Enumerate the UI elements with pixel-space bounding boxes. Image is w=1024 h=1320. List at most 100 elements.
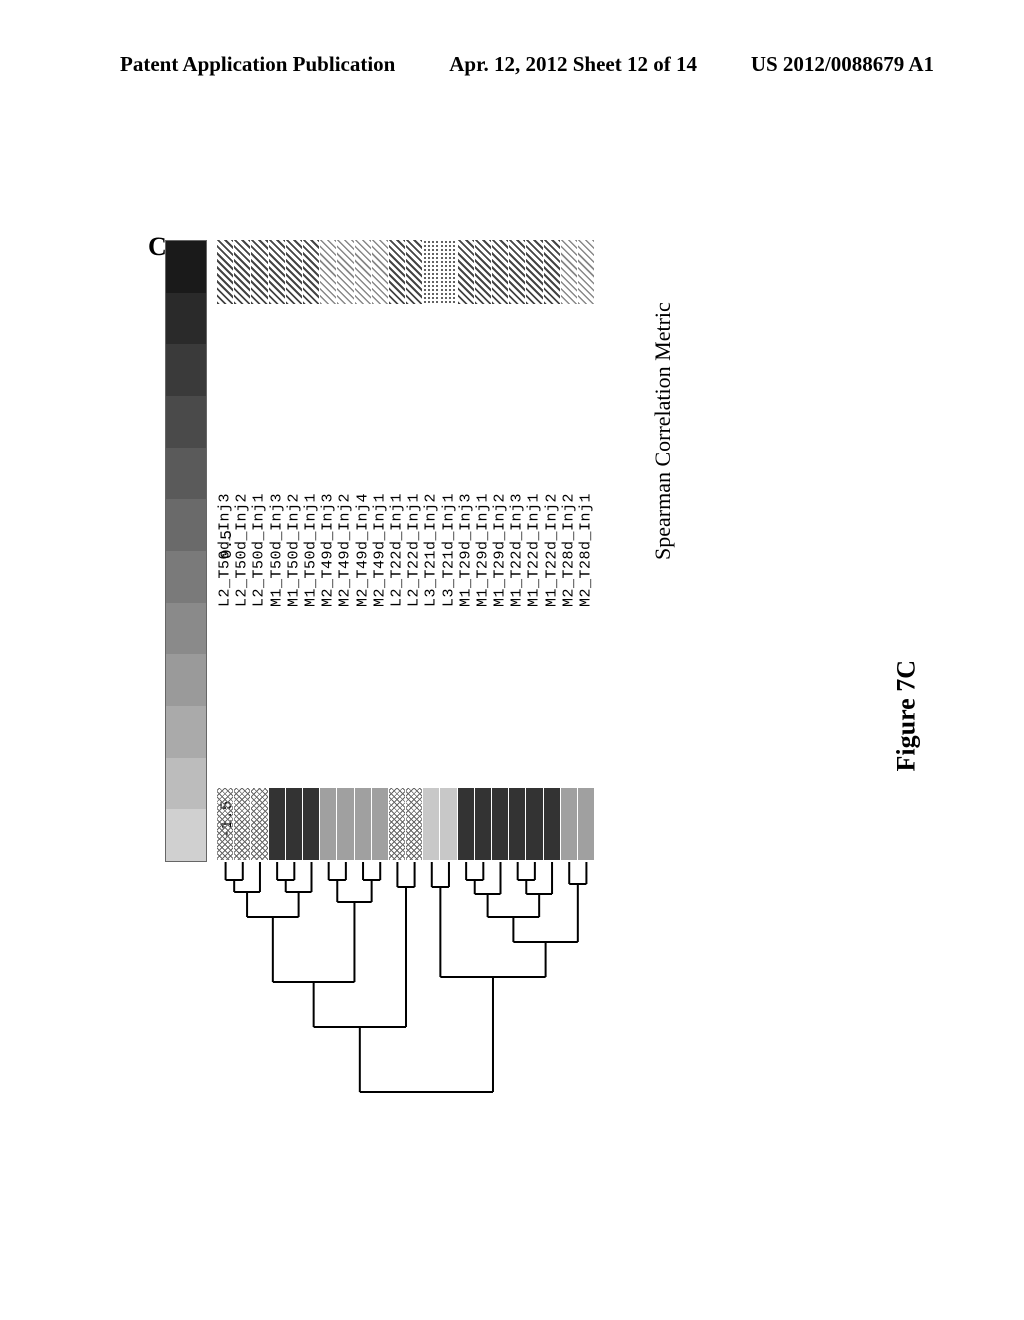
colorbar-seg (166, 396, 206, 448)
colorbar (165, 240, 207, 862)
sample-bottom-cell (337, 788, 353, 860)
sample-top-cell (509, 240, 525, 304)
sample-column: M2_T28d_Inj1 (578, 240, 595, 860)
sample-bottom-cell (372, 788, 388, 860)
colorbar-seg (166, 241, 206, 293)
sample-label: M1_T22d_Inj1 (526, 493, 543, 607)
sample-top-cell (440, 240, 456, 304)
colorbar-seg (166, 758, 206, 810)
sample-label: L3_T21d_Inj2 (423, 493, 440, 607)
sample-label: M2_T49d_Inj4 (354, 493, 371, 607)
sample-bottom-cell (355, 788, 371, 860)
metric-label: Spearman Correlation Metric (650, 0, 676, 560)
sample-top-cell (355, 240, 371, 304)
sample-column: L2_T50d_Inj2 (234, 240, 251, 860)
sample-label: M2_T49d_Inj3 (320, 493, 337, 607)
page-header: Patent Application Publication Apr. 12, … (0, 52, 1024, 77)
sample-bottom-cell (492, 788, 508, 860)
sample-top-cell (475, 240, 491, 304)
sample-bottom-cell (389, 788, 405, 860)
sample-label: M1_T22d_Inj2 (543, 493, 560, 607)
sample-label: M1_T22d_Inj3 (509, 493, 526, 607)
sample-top-cell (406, 240, 422, 304)
sample-label: M2_T49d_Inj1 (371, 493, 388, 607)
sample-column: M1_T22d_Inj1 (526, 240, 543, 860)
colorbar-seg (166, 344, 206, 396)
sample-top-cell (303, 240, 319, 304)
sample-column: M1_T50d_Inj1 (303, 240, 320, 860)
sample-top-cell (492, 240, 508, 304)
sample-bottom-cell (286, 788, 302, 860)
sample-columns: L2_T50d_Inj3L2_T50d_Inj2L2_T50d_Inj1M1_T… (217, 240, 595, 860)
sample-column: L3_T21d_Inj1 (440, 240, 457, 860)
sample-bottom-cell (544, 788, 560, 860)
sample-top-cell (526, 240, 542, 304)
colorbar-seg (166, 706, 206, 758)
colorbar-seg (166, 654, 206, 706)
sample-column: M1_T50d_Inj3 (269, 240, 286, 860)
sample-bottom-cell (234, 788, 250, 860)
sample-top-cell (544, 240, 560, 304)
sample-label: M1_T50d_Inj2 (285, 493, 302, 607)
sample-column: M1_T22d_Inj3 (509, 240, 526, 860)
sample-bottom-cell (578, 788, 594, 860)
sample-column: L2_T50d_Inj1 (251, 240, 268, 860)
sample-column: L2_T22d_Inj1 (389, 240, 406, 860)
sample-bottom-cell (303, 788, 319, 860)
dendrogram (217, 862, 595, 1122)
sample-top-cell (217, 240, 233, 304)
sample-bottom-cell (526, 788, 542, 860)
header-left: Patent Application Publication (120, 52, 395, 77)
sample-label: L2_T50d_Inj2 (234, 493, 251, 607)
sample-bottom-cell (561, 788, 577, 860)
sample-column: L3_T21d_Inj2 (423, 240, 440, 860)
sample-top-cell (423, 240, 439, 304)
sample-label: L2_T22d_Inj1 (406, 493, 423, 607)
sample-top-cell (234, 240, 250, 304)
sample-top-cell (337, 240, 353, 304)
sample-column: L2_T22d_Inj1 (406, 240, 423, 860)
colorbar-seg (166, 809, 206, 861)
figure-caption: Figure 7C (891, 660, 921, 771)
sample-label: M2_T28d_Inj2 (560, 493, 577, 607)
sample-top-cell (458, 240, 474, 304)
sample-column: M2_T28d_Inj2 (561, 240, 578, 860)
sample-label: M1_T50d_Inj1 (303, 493, 320, 607)
colorbar-seg (166, 293, 206, 345)
sample-bottom-cell (458, 788, 474, 860)
sample-column: M2_T49d_Inj1 (372, 240, 389, 860)
colorbar-seg (166, 448, 206, 500)
sample-top-cell (269, 240, 285, 304)
header-right: US 2012/0088679 A1 (751, 52, 934, 77)
sample-label: L2_T50d_Inj1 (251, 493, 268, 607)
sample-column: L2_T50d_Inj3 (217, 240, 234, 860)
sample-top-cell (389, 240, 405, 304)
sample-column: M2_T49d_Inj2 (337, 240, 354, 860)
sample-label: M1_T29d_Inj1 (474, 493, 491, 607)
sample-top-cell (561, 240, 577, 304)
sample-top-cell (372, 240, 388, 304)
sample-label: M1_T29d_Inj2 (492, 493, 509, 607)
sample-bottom-cell (440, 788, 456, 860)
sample-column: M1_T29d_Inj1 (475, 240, 492, 860)
sample-top-cell (578, 240, 594, 304)
sample-bottom-cell (320, 788, 336, 860)
sample-bottom-cell (406, 788, 422, 860)
sample-top-cell (320, 240, 336, 304)
sample-bottom-cell (423, 788, 439, 860)
sample-column: M1_T29d_Inj3 (458, 240, 475, 860)
sample-top-cell (286, 240, 302, 304)
sample-bottom-cell (475, 788, 491, 860)
sample-label: M1_T50d_Inj3 (268, 493, 285, 607)
sample-label: L3_T21d_Inj1 (440, 493, 457, 607)
colorbar-seg (166, 551, 206, 603)
sample-label: M2_T49d_Inj2 (337, 493, 354, 607)
page: Patent Application Publication Apr. 12, … (0, 0, 1024, 1320)
sample-bottom-cell (217, 788, 233, 860)
sample-top-cell (251, 240, 267, 304)
sample-bottom-cell (251, 788, 267, 860)
sample-column: M2_T49d_Inj4 (355, 240, 372, 860)
sample-column: M2_T49d_Inj3 (320, 240, 337, 860)
colorbar-seg (166, 499, 206, 551)
colorbar-seg (166, 603, 206, 655)
